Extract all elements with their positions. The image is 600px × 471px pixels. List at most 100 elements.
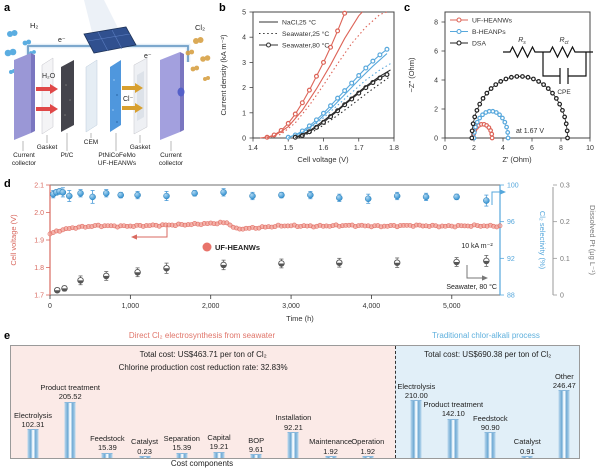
cl-flow-arrows — [122, 83, 143, 113]
uf-heanws-electrode — [110, 60, 121, 132]
panel-letter-d: d — [4, 178, 11, 190]
label-gasket-left: Gasket — [36, 144, 58, 151]
label-current-collector-right: Current collector — [158, 152, 184, 167]
cost-label-separation: Separation 15.39 — [163, 434, 200, 453]
svg-text:Dissolved Pt (μg L⁻¹): Dissolved Pt (μg L⁻¹) — [588, 205, 597, 275]
svg-text:4,000: 4,000 — [363, 303, 381, 310]
svg-text:10: 10 — [586, 145, 594, 152]
cost-label-feedstock: Feedstock 15.39 — [90, 434, 125, 453]
selectivity-points — [49, 187, 490, 207]
cost-bar-maintenance — [325, 456, 337, 458]
outlet-port — [177, 87, 185, 97]
svg-text:CPE: CPE — [557, 89, 571, 96]
cost-bar-operation — [362, 456, 374, 458]
cost-label-other: Other 246.47 — [552, 371, 576, 391]
nyquist-series — [469, 74, 570, 141]
legend-dot-uf-heanws — [202, 242, 212, 252]
series-B-HEANPs-NaCl-25C — [288, 53, 388, 139]
svg-text:Seawater,25 °C: Seawater,25 °C — [282, 30, 329, 38]
svg-text:1: 1 — [242, 110, 246, 117]
panel-c-nyquist-chart: 0 2 4 6 8 10 0 2 4 6 8 Z′ (Ohm) −Z″ (Ohm) UF-HEANWs B-… — [407, 11, 594, 164]
svg-text:Current density (kA m⁻²): Current density (kA m⁻²) — [219, 34, 228, 116]
cost-label-operation: Operation 1.92 — [351, 437, 385, 456]
series-group — [259, 10, 391, 140]
voltage-axis-arrow — [135, 225, 168, 238]
legend-b: NaCl,25 °C Seawater,25 °C Seawater,80 °C — [259, 18, 329, 49]
e-right-title: Traditional chlor-alkali process — [432, 331, 540, 340]
label-uf-heanws: PtNiCoFeMo UF-HEANWs — [97, 152, 137, 167]
svg-text:1.7: 1.7 — [354, 145, 364, 152]
svg-text:1,000: 1,000 — [122, 303, 140, 310]
pt-axis-arrow — [466, 265, 482, 279]
seawater-total-cost: Total cost: US$463.71 per ton of Cl₂ — [139, 350, 267, 359]
svg-text:2,000: 2,000 — [202, 303, 220, 310]
svg-text:5: 5 — [242, 10, 246, 17]
cost-label-catalyst: Catalyst 0.91 — [513, 437, 541, 456]
series-B-HEANPs-seawater-25C — [295, 63, 391, 138]
svg-text:2: 2 — [472, 145, 476, 152]
cost-bar-electrolysis — [410, 400, 422, 458]
cost-label-catalyst: Catalyst 0.23 — [131, 437, 159, 456]
svg-text:Cl₂ selectivity (%): Cl₂ selectivity (%) — [538, 211, 547, 270]
svg-text:92: 92 — [507, 256, 515, 263]
cl2-bubbles — [185, 37, 211, 81]
solar-panel-icon — [83, 26, 137, 54]
svg-text:4: 4 — [434, 78, 438, 85]
cost-bar-other — [558, 390, 570, 458]
chloralkali-total-cost: Total cost: US$690.38 per ton of Cl₂ — [424, 350, 552, 359]
svg-text:2: 2 — [434, 107, 438, 114]
dissolved-pt-points — [53, 255, 490, 294]
svg-text:5,000: 5,000 — [443, 303, 461, 310]
svg-text:1.5: 1.5 — [283, 145, 293, 152]
panel-letter-c: c — [404, 2, 411, 14]
svg-text:100: 100 — [507, 183, 519, 190]
svg-text:4: 4 — [501, 145, 505, 152]
cost-bar-electrolysis — [27, 429, 39, 458]
cost-bar-bop — [250, 454, 262, 458]
cost-label-capital: Capital 19.21 — [207, 433, 231, 452]
cl-ion-label: Cl⁻ — [123, 96, 134, 103]
label-current-collector-left: Current collector — [11, 152, 37, 167]
svg-text:Seawater, 80 °C: Seawater, 80 °C — [446, 283, 497, 291]
panel-d-stability-chart: 1.7 1.8 1.9 2.0 2.1 Cell voltage (V) 0 1,000 2,0… — [9, 183, 597, 324]
cost-bar-installation — [287, 432, 299, 458]
leader-lines — [22, 133, 172, 151]
label-gasket-right: Gasket — [129, 144, 151, 151]
chloralkali-process-region: Total cost: US$690.38 per ton of Cl₂ Ele… — [395, 346, 579, 458]
svg-text:0: 0 — [560, 293, 564, 300]
svg-text:6: 6 — [434, 49, 438, 56]
cost-chart-box: Total cost: US$463.71 per ton of Cl₂ Chl… — [10, 345, 580, 459]
svg-text:NaCl,25 °C: NaCl,25 °C — [282, 18, 316, 26]
cost-label-installation: Installation 92.21 — [275, 413, 312, 432]
cost-bar-feedstock — [484, 432, 496, 458]
svg-text:0.1: 0.1 — [560, 256, 570, 263]
panel-letter-b: b — [219, 2, 226, 14]
seawater-process-region: Total cost: US$463.71 per ton of Cl₂ Chl… — [11, 346, 396, 458]
cost-bar-catalyst — [139, 456, 151, 458]
svg-text:Seawater,80 °C: Seawater,80 °C — [282, 41, 329, 49]
cost-bar-product-treatment — [447, 418, 459, 458]
series-DSA-NaCl-25C — [295, 69, 391, 138]
series-DSA-seawater-25C — [298, 75, 391, 139]
cell-schematic-graphic: H₂ Cl₂ e⁻ e⁻ H₂O Cl⁻ — [4, 0, 211, 151]
svg-text:at 1.67 V: at 1.67 V — [516, 128, 544, 135]
cost-bar-separation — [176, 452, 188, 458]
svg-text:Cell voltage (V): Cell voltage (V) — [297, 155, 349, 164]
gasket-left — [41, 57, 54, 135]
svg-text:UF-HEANWs: UF-HEANWs — [472, 17, 513, 24]
h2o-label: H₂O — [42, 73, 56, 80]
svg-text:−Z″ (Ohm): −Z″ (Ohm) — [407, 57, 416, 92]
panel-letter-a: a — [4, 2, 11, 14]
cl2-label: Cl₂ — [195, 23, 205, 32]
panel-letter-e: e — [4, 330, 11, 342]
arc-DSA — [471, 76, 568, 139]
current-collector-right — [160, 52, 180, 140]
svg-text:0.2: 0.2 — [560, 219, 570, 226]
svg-text:96: 96 — [507, 219, 515, 226]
cost-components-axis-label: Cost components — [170, 459, 234, 468]
series-UF-HEANWs-seawater-25C — [266, 11, 388, 139]
svg-text:0: 0 — [443, 145, 447, 152]
cost-bar-catalyst — [521, 456, 533, 458]
svg-text:8: 8 — [434, 20, 438, 27]
